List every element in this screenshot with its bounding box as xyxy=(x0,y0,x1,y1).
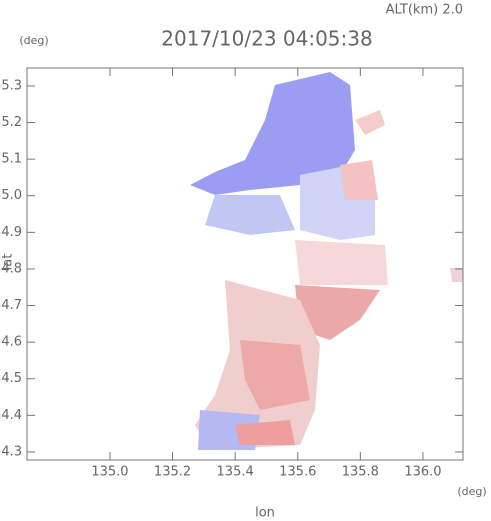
y-tick-label: 34.9 xyxy=(0,225,22,240)
x-tick-label: 135.0 xyxy=(91,465,128,480)
x-tick-label: 135.4 xyxy=(217,465,254,480)
y-tick-label: 34.5 xyxy=(0,371,22,386)
y-tick-label: 34.4 xyxy=(0,408,22,423)
x-tick-label: 135.6 xyxy=(279,465,316,480)
y-tick-label: 34.6 xyxy=(0,335,22,350)
plot-frame xyxy=(26,67,464,461)
y-tick-label: 35.2 xyxy=(0,115,22,130)
x-tick-label: 135.8 xyxy=(342,465,379,480)
y-tick-label: 34.3 xyxy=(0,444,22,459)
y-tick-label: 35.0 xyxy=(0,188,22,203)
x-axis-label: lon xyxy=(255,506,275,521)
y-tick-label: 34.7 xyxy=(0,298,22,313)
x-tick-label: 135.2 xyxy=(154,465,191,480)
chart-title: 2017/10/23 04:05:38 xyxy=(161,27,372,51)
x-tick-label: 136.0 xyxy=(404,465,441,480)
velocity-field xyxy=(190,72,463,450)
y-tick-label: 35.3 xyxy=(0,78,22,93)
y-unit: (deg) xyxy=(19,34,48,47)
altitude-label: ALT(km) 2.0 xyxy=(386,3,463,18)
y-tick-label: 35.1 xyxy=(0,152,22,167)
y-axis-label: lat xyxy=(1,254,16,271)
x-unit: (deg) xyxy=(457,485,486,498)
y-tick-label: 34.8 xyxy=(0,261,22,276)
